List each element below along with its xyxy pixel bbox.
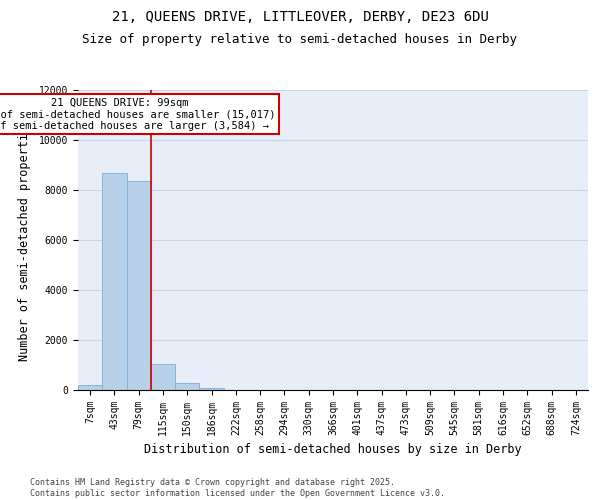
X-axis label: Distribution of semi-detached houses by size in Derby: Distribution of semi-detached houses by …: [144, 444, 522, 456]
Text: Contains HM Land Registry data © Crown copyright and database right 2025.
Contai: Contains HM Land Registry data © Crown c…: [30, 478, 445, 498]
Bar: [78, 385, 102, 390]
Bar: [199, 388, 224, 390]
Y-axis label: Number of semi-detached properties: Number of semi-detached properties: [17, 119, 31, 361]
Bar: [102, 172, 127, 390]
Text: 21, QUEENS DRIVE, LITTLEOVER, DERBY, DE23 6DU: 21, QUEENS DRIVE, LITTLEOVER, DERBY, DE2…: [112, 10, 488, 24]
Text: Size of property relative to semi-detached houses in Derby: Size of property relative to semi-detach…: [83, 32, 517, 46]
Text: 21 QUEENS DRIVE: 99sqm
← 80% of semi-detached houses are smaller (15,017)
19% of: 21 QUEENS DRIVE: 99sqm ← 80% of semi-det…: [0, 98, 275, 130]
Bar: [151, 364, 175, 390]
Bar: [127, 181, 151, 390]
Bar: [175, 383, 199, 390]
